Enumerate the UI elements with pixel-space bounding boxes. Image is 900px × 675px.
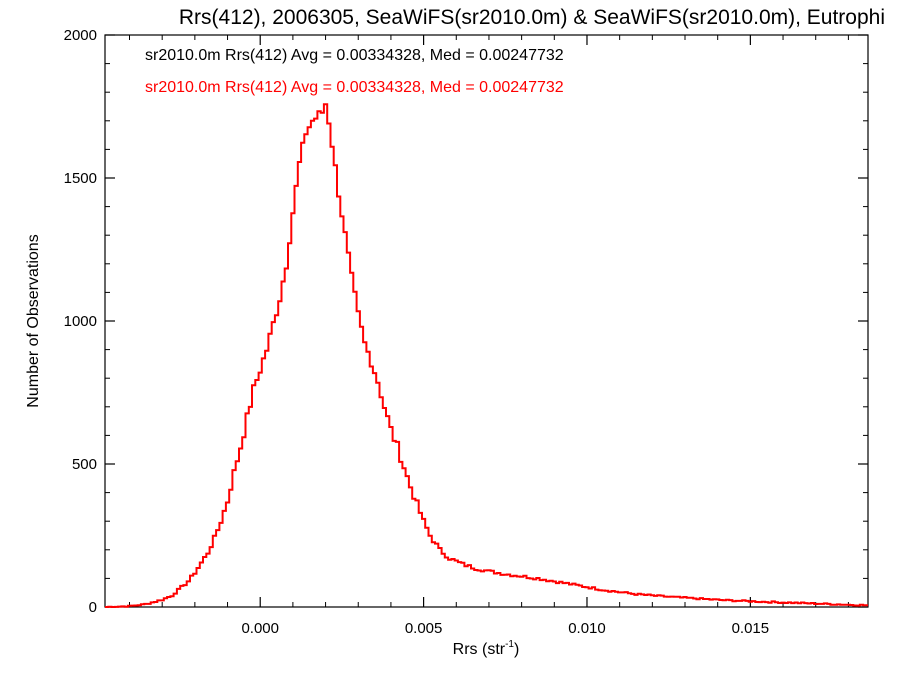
y-tick-label: 0	[89, 599, 97, 616]
y-tick-label: 1500	[64, 170, 97, 187]
y-axis-label: Number of Observations	[25, 234, 42, 407]
x-axis: 0.000 0.005 0.010 0.015	[129, 35, 849, 637]
x-axis-label: Rrs (str-1)	[453, 639, 520, 658]
x-tick-label: 0.015	[732, 620, 770, 637]
x-axis-label-close: )	[514, 641, 519, 658]
y-tick-label: 1000	[64, 313, 97, 330]
x-axis-label-main: Rrs (str	[453, 641, 506, 658]
y-tick-label: 2000	[64, 27, 97, 44]
y-tick-label: 500	[72, 456, 97, 473]
x-tick-label: 0.005	[405, 620, 443, 637]
x-axis-label-sup: -1	[505, 639, 514, 650]
annotation-red: sr2010.0m Rrs(412) Avg = 0.00334328, Med…	[145, 79, 564, 96]
x-tick-label: 0.000	[241, 620, 279, 637]
plot-frame	[104, 34, 869, 608]
y-axis: 0 500 1000 1500 2000	[64, 27, 868, 616]
annotation-black: sr2010.0m Rrs(412) Avg = 0.00334328, Med…	[145, 47, 564, 64]
x-tick-label: 0.010	[568, 620, 606, 637]
chart-title: Rrs(412), 2006305, SeaWiFS(sr2010.0m) & …	[179, 6, 885, 29]
histogram-series-line	[105, 103, 868, 608]
